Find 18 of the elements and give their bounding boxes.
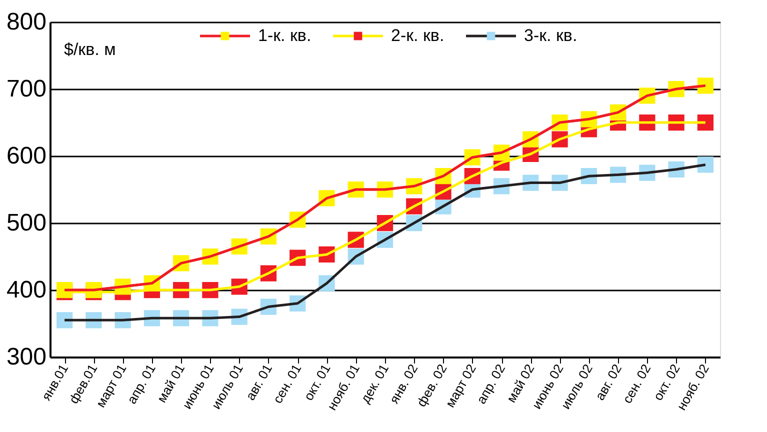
y-tick-label: 600 [6,142,46,170]
x-tick-label: окт. 01 [300,362,334,404]
legend-label: 3-к. кв. [524,26,578,45]
x-tick-label: окт. 02 [650,362,683,404]
y-tick-label: 300 [6,344,46,370]
point [697,156,714,173]
x-tick-label: авг. 02 [592,362,625,403]
x-tick-label: авг. 01 [242,362,276,403]
point [697,114,714,131]
y-tick-label: 400 [6,276,46,304]
y-tick-label: 500 [6,210,46,236]
y-tick-label: 800 [6,8,46,36]
legend-label: 1-к. кв. [258,26,312,45]
legend-label: 2-к. кв. [391,26,444,45]
y-axis-title: $/кв. м [64,40,116,59]
point [56,312,73,328]
y-tick-label: 700 [6,76,46,102]
point [697,78,714,94]
